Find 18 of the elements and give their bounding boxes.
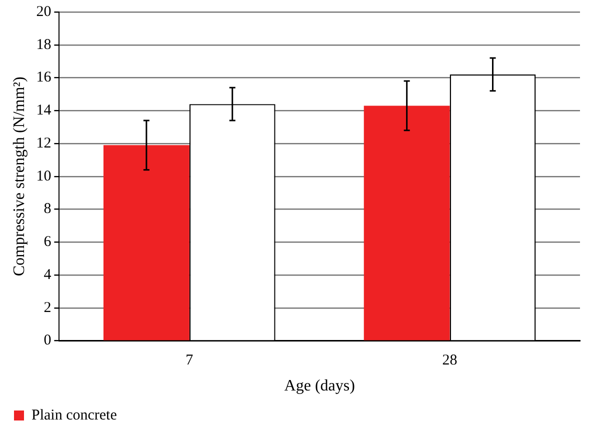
y-tick-label: 14: [36, 102, 52, 119]
bar: [103, 145, 190, 340]
bar: [364, 106, 450, 340]
y-tick-label: 2: [44, 300, 52, 316]
legend-label: Plain concrete: [32, 407, 118, 424]
y-tick-label: 20: [36, 4, 52, 20]
x-tick-label: 28: [442, 352, 458, 369]
y-tick-label: 4: [44, 266, 52, 283]
x-axis-title: Age (days): [284, 378, 355, 395]
y-tick-label: 0: [44, 332, 52, 349]
y-tick-label: 12: [36, 135, 52, 152]
y-tick-label: 8: [44, 201, 52, 218]
y-tick-label: 18: [36, 36, 52, 53]
x-tick-label: 7: [186, 352, 194, 369]
y-tick-label: 6: [44, 234, 52, 250]
y-tick-label: 10: [36, 168, 52, 184]
y-tick-label: 16: [36, 70, 52, 86]
y-axis-title: Compressive strength (N/mm²): [10, 76, 28, 276]
